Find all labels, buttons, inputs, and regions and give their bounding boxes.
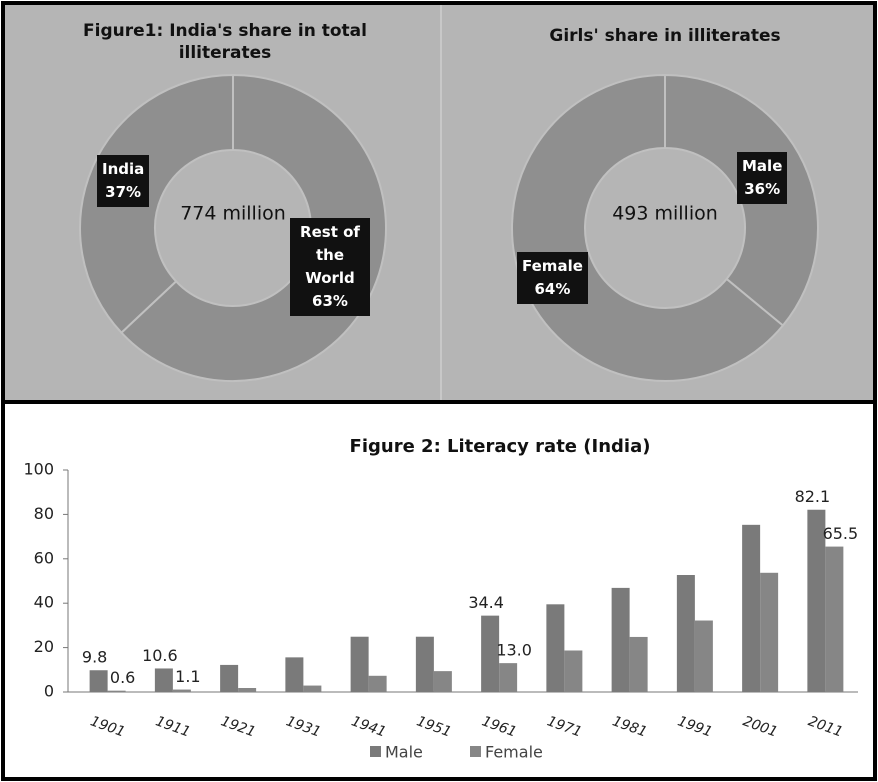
bar: [415, 636, 434, 692]
data-label: 82.1: [795, 487, 831, 506]
donut-segment: [511, 73, 785, 382]
bar: [154, 668, 173, 692]
legend-label: Male: [385, 743, 423, 762]
bar: [107, 690, 126, 692]
y-tick-label: 20: [34, 637, 54, 656]
data-label: 0.6: [110, 668, 135, 687]
category-name: Female: [522, 257, 583, 275]
bar: [760, 572, 779, 692]
bar: [368, 675, 387, 692]
data-label: 1.1: [175, 667, 200, 686]
bar: [303, 685, 322, 692]
data-label: Male 36%: [737, 152, 788, 204]
data-label: India 37%: [97, 155, 150, 207]
bar: [742, 524, 761, 692]
x-tick-label: 1991: [675, 713, 714, 740]
legend-label: Female: [485, 743, 543, 762]
bar: [499, 663, 518, 692]
y-tick-label: 60: [34, 548, 54, 567]
x-tick-label: 1931: [284, 713, 323, 740]
y-tick-label: 80: [34, 504, 54, 523]
category-name: Male: [742, 157, 783, 175]
data-label: Female 64%: [517, 252, 588, 304]
bar: [546, 604, 565, 692]
value-label: 63%: [312, 292, 348, 310]
chart-title: Figure 2: Literacy rate (India): [350, 436, 651, 457]
data-label: 9.8: [82, 648, 107, 667]
x-tick-label: 1951: [414, 713, 453, 740]
category-name: Rest of the World: [300, 223, 360, 287]
x-tick-label: 1961: [480, 713, 519, 740]
bar: [676, 575, 695, 692]
x-tick-label: 1971: [545, 713, 584, 740]
bar: [629, 636, 648, 692]
x-tick-label: 2011: [806, 713, 845, 740]
chart-title: Girls' share in illiterates: [549, 26, 781, 46]
x-tick-label: 1901: [88, 713, 127, 740]
y-tick-label: 40: [34, 593, 54, 612]
value-label: 64%: [534, 280, 571, 298]
x-tick-label: 1921: [219, 713, 258, 740]
bar: [564, 650, 583, 692]
value-label: 36%: [744, 180, 781, 198]
legend-swatch: [470, 746, 481, 757]
value-label: 37%: [105, 183, 142, 201]
legend-swatch: [370, 746, 381, 757]
bar: [433, 671, 452, 692]
x-tick-label: 1911: [153, 713, 192, 740]
x-tick-label: 2001: [741, 713, 780, 740]
y-tick-label: 100: [23, 460, 54, 479]
data-label: Rest of the World 63%: [290, 218, 370, 316]
bar: [481, 615, 500, 692]
data-label: 34.4: [468, 593, 504, 612]
center-label: 774 million: [180, 203, 286, 225]
bar: [611, 587, 630, 692]
bar: [220, 664, 239, 692]
data-label: 65.5: [823, 524, 859, 543]
category-name: India: [102, 160, 145, 178]
x-tick-label: 1981: [610, 713, 649, 740]
bar: [285, 657, 304, 692]
bar: [238, 688, 257, 692]
bar: [350, 636, 369, 692]
bar: [89, 670, 108, 692]
bar: [694, 620, 713, 692]
bar: [172, 689, 191, 692]
x-tick-label: 1941: [349, 713, 388, 740]
donut-segment: [79, 73, 234, 335]
data-label: 10.6: [142, 646, 178, 665]
y-tick-label: 0: [44, 682, 54, 701]
center-label: 493 million: [612, 203, 718, 225]
chart-title: Figure1: India's share in total illitera…: [83, 21, 367, 63]
data-label: 13.0: [496, 641, 532, 660]
bar: [807, 509, 826, 692]
bar: [825, 546, 844, 692]
